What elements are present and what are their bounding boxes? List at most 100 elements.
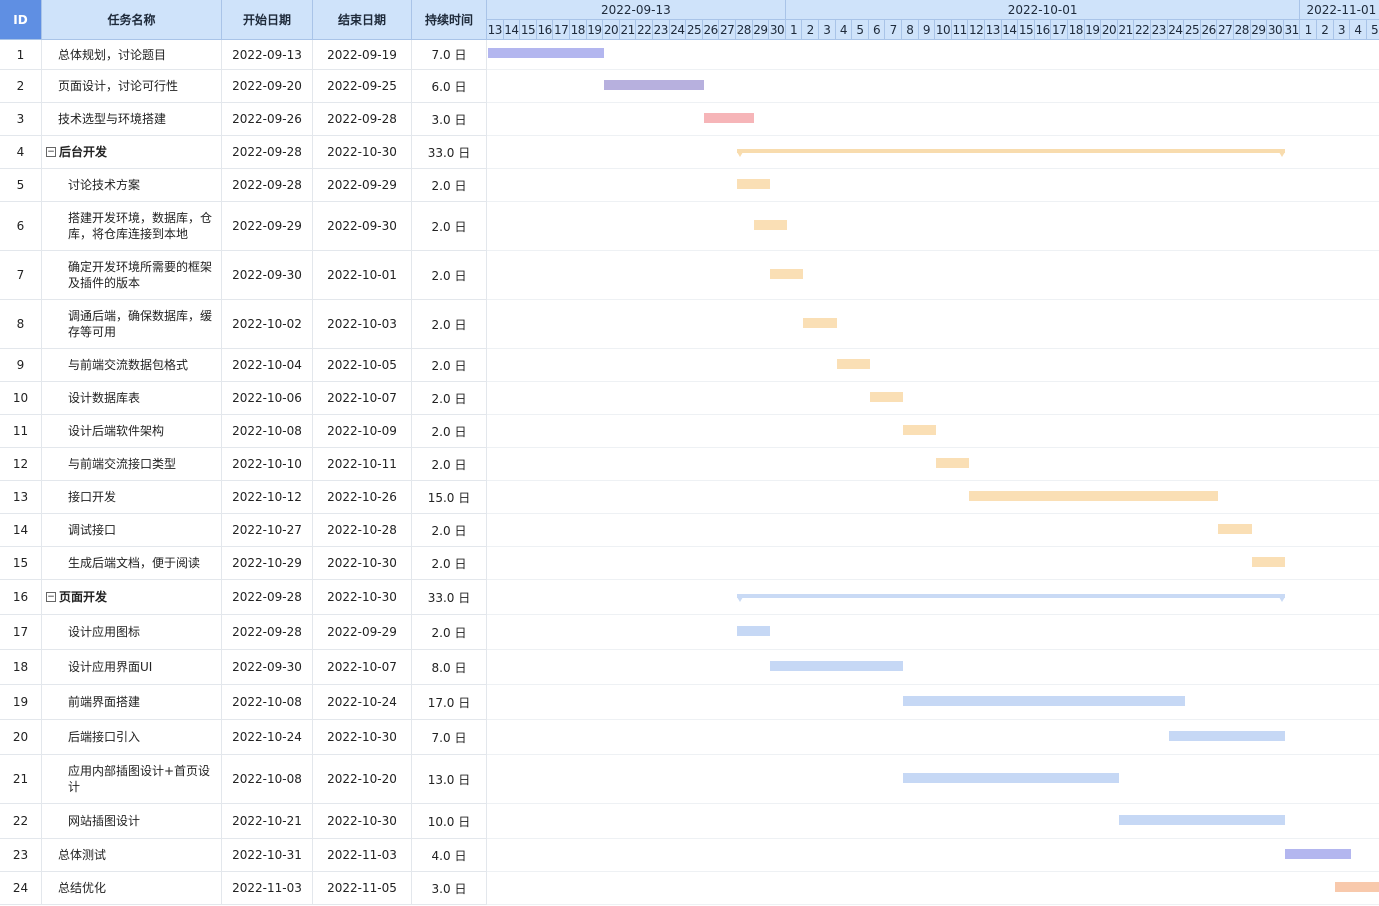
task-duration: 2.0 日 [412, 169, 487, 201]
column-header-duration[interactable]: 持续时间 [412, 0, 487, 40]
task-bar[interactable] [1284, 848, 1352, 859]
gantt-row [487, 755, 1379, 804]
task-id: 15 [0, 547, 42, 579]
table-row[interactable]: 3 技术选型与环境搭建 2022-09-26 2022-09-28 3.0 日 [0, 103, 487, 136]
gantt-row [487, 580, 1379, 615]
task-start-date: 2022-10-10 [222, 448, 313, 480]
task-bar[interactable] [1218, 523, 1252, 534]
task-bar[interactable] [1251, 556, 1285, 567]
column-header-start[interactable]: 开始日期 [222, 0, 313, 40]
summary-bar[interactable] [737, 148, 1285, 157]
table-row[interactable]: 22 网站插图设计 2022-10-21 2022-10-30 10.0 日 [0, 804, 487, 839]
table-row[interactable]: 13 接口开发 2022-10-12 2022-10-26 15.0 日 [0, 481, 487, 514]
table-row[interactable]: 7 确定开发环境所需要的框架及插件的版本 2022-09-30 2022-10-01 2… [0, 251, 487, 300]
table-row[interactable]: 23 总体测试 2022-10-31 2022-11-03 4.0 日 [0, 839, 487, 872]
task-name-label: 设计后端软件架构 [68, 424, 165, 438]
timeline-day: 14 [1001, 20, 1019, 40]
collapse-icon[interactable]: − [46, 592, 56, 602]
task-name-label: 设计应用界面UI [68, 660, 153, 674]
table-row[interactable]: 8 调通后端，确保数据库，缓存等可用 2022-10-02 2022-10-03 2.0… [0, 300, 487, 349]
table-row[interactable]: 2 页面设计，讨论可行性 2022-09-20 2022-09-25 6.0 日 [0, 70, 487, 103]
task-bar[interactable] [770, 660, 903, 671]
gantt-row [487, 839, 1379, 872]
task-bar[interactable] [903, 695, 1186, 706]
column-header-name[interactable]: 任务名称 [42, 0, 222, 40]
table-row[interactable]: 15 生成后端文档，便于阅读 2022-10-29 2022-10-30 2.0 日 [0, 547, 487, 580]
task-name-label: 总体测试 [58, 848, 107, 862]
timeline-day: 22 [636, 20, 653, 40]
timeline-day: 30 [769, 20, 786, 40]
timeline-month: 2022-10-01 [785, 0, 1301, 20]
task-duration: 10.0 日 [412, 804, 487, 838]
task-bar[interactable] [969, 490, 1219, 501]
task-name: − 后台开发 [42, 136, 222, 168]
table-row[interactable]: 14 调试接口 2022-10-27 2022-10-28 2.0 日 [0, 514, 487, 547]
task-start-date: 2022-09-28 [222, 615, 313, 649]
column-header-end[interactable]: 结束日期 [313, 0, 412, 40]
table-row[interactable]: 12 与前端交流接口类型 2022-10-10 2022-10-11 2.0 日 [0, 448, 487, 481]
task-duration: 2.0 日 [412, 382, 487, 414]
timeline-day: 3 [1333, 20, 1351, 40]
task-start-date: 2022-09-29 [222, 202, 313, 250]
task-end-date: 2022-10-07 [313, 382, 412, 414]
gantt-row [487, 650, 1379, 685]
task-id: 3 [0, 103, 42, 135]
gantt-row [487, 136, 1379, 169]
timeline-day: 9 [918, 20, 936, 40]
task-name: 设计应用图标 [42, 615, 222, 649]
table-row[interactable]: 10 设计数据库表 2022-10-06 2022-10-07 2.0 日 [0, 382, 487, 415]
task-duration: 2.0 日 [412, 547, 487, 579]
task-start-date: 2022-11-03 [222, 872, 313, 904]
table-row[interactable]: 4− 后台开发 2022-09-28 2022-10-30 33.0 日 [0, 136, 487, 169]
table-row[interactable]: 20 后端接口引入 2022-10-24 2022-10-30 7.0 日 [0, 720, 487, 755]
task-name-label: 与前端交流数据包格式 [68, 358, 189, 372]
task-bar[interactable] [836, 358, 870, 369]
gantt-row [487, 40, 1379, 70]
timeline-day: 1 [785, 20, 803, 40]
table-row[interactable]: 9 与前端交流数据包格式 2022-10-04 2022-10-05 2.0 日 [0, 349, 487, 382]
table-row[interactable]: 18 设计应用界面UI 2022-09-30 2022-10-07 8.0 日 [0, 650, 487, 685]
column-header-id[interactable]: ID [0, 0, 42, 40]
task-bar[interactable] [770, 268, 804, 279]
table-row[interactable]: 11 设计后端软件架构 2022-10-08 2022-10-09 2.0 日 [0, 415, 487, 448]
table-row[interactable]: 24 总结优化 2022-11-03 2022-11-05 3.0 日 [0, 872, 487, 905]
task-bar[interactable] [803, 317, 837, 328]
task-bar[interactable] [737, 625, 771, 636]
timeline-day: 18 [570, 20, 587, 40]
task-name-label: 接口开发 [68, 490, 117, 504]
task-bar[interactable] [737, 178, 771, 189]
task-bar[interactable] [488, 48, 605, 58]
task-name-label: 应用内部插图设计+首页设计 [68, 764, 211, 794]
task-bar[interactable] [1168, 730, 1285, 741]
task-bar[interactable] [1334, 881, 1379, 892]
task-id: 8 [0, 300, 42, 348]
timeline-month: 2022-11-01 [1300, 0, 1379, 20]
task-bar[interactable] [753, 219, 787, 230]
task-name: 与前端交流接口类型 [42, 448, 222, 480]
timeline-day: 2 [802, 20, 819, 40]
task-bar[interactable] [903, 424, 937, 435]
table-row[interactable]: 6 搭建开发环境，数据库，仓库，将仓库连接到本地 2022-09-29 2022-09… [0, 202, 487, 251]
task-bar[interactable] [869, 391, 903, 402]
task-start-date: 2022-10-04 [222, 349, 313, 381]
table-row[interactable]: 21 应用内部插图设计+首页设计 2022-10-08 2022-10-20 13.0 … [0, 755, 487, 804]
table-row[interactable]: 5 讨论技术方案 2022-09-28 2022-09-29 2.0 日 [0, 169, 487, 202]
summary-bar[interactable] [737, 593, 1285, 602]
task-duration: 2.0 日 [412, 251, 487, 299]
table-row[interactable]: 16− 页面开发 2022-09-28 2022-10-30 33.0 日 [0, 580, 487, 615]
task-bar[interactable] [604, 79, 704, 90]
table-row[interactable]: 1 总体规划，讨论题目 2022-09-13 2022-09-19 7.0 日 [0, 40, 487, 70]
task-bar[interactable] [1118, 814, 1285, 825]
task-id: 9 [0, 349, 42, 381]
collapse-icon[interactable]: − [46, 147, 56, 157]
timeline-day: 3 [819, 20, 836, 40]
task-bar[interactable] [903, 772, 1119, 783]
task-start-date: 2022-10-31 [222, 839, 313, 871]
task-bar[interactable] [703, 112, 754, 123]
task-start-date: 2022-10-08 [222, 685, 313, 719]
task-bar[interactable] [936, 457, 970, 468]
table-row[interactable]: 17 设计应用图标 2022-09-28 2022-09-29 2.0 日 [0, 615, 487, 650]
task-name-label: 与前端交流接口类型 [68, 457, 177, 471]
table-row[interactable]: 19 前端界面搭建 2022-10-08 2022-10-24 17.0 日 [0, 685, 487, 720]
task-duration: 33.0 日 [412, 136, 487, 168]
